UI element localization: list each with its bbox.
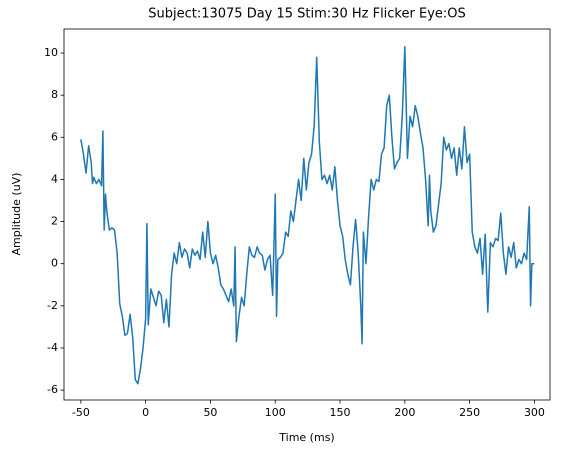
x-tick-label: 100: [265, 406, 286, 419]
chart-title: Subject:13075 Day 15 Stim:30 Hz Flicker …: [148, 7, 466, 22]
x-tick-label: 50: [203, 406, 217, 419]
x-tick-label: -50: [72, 406, 90, 419]
y-tick-label: -6: [47, 383, 58, 396]
x-tick-label: 150: [330, 406, 351, 419]
plot-frame: [63, 28, 551, 401]
data-line: [80, 45, 535, 385]
y-tick-label: 6: [51, 130, 58, 143]
x-tick-label: 250: [459, 406, 480, 419]
x-tick-label: 200: [394, 406, 415, 419]
x-axis-label: Time (ms): [278, 431, 334, 444]
y-tick-label: 4: [51, 172, 58, 185]
y-tick-label: -2: [47, 299, 58, 312]
y-tick-label: 8: [51, 88, 58, 101]
y-axis-label: Amplitude (uV): [10, 173, 23, 256]
x-tick-label: 300: [524, 406, 545, 419]
y-tick-label: 2: [51, 215, 58, 228]
x-tick-label: 0: [142, 406, 149, 419]
y-tick-label: 10: [44, 46, 58, 59]
y-tick-label: 0: [51, 257, 58, 270]
y-tick-label: -4: [47, 341, 58, 354]
